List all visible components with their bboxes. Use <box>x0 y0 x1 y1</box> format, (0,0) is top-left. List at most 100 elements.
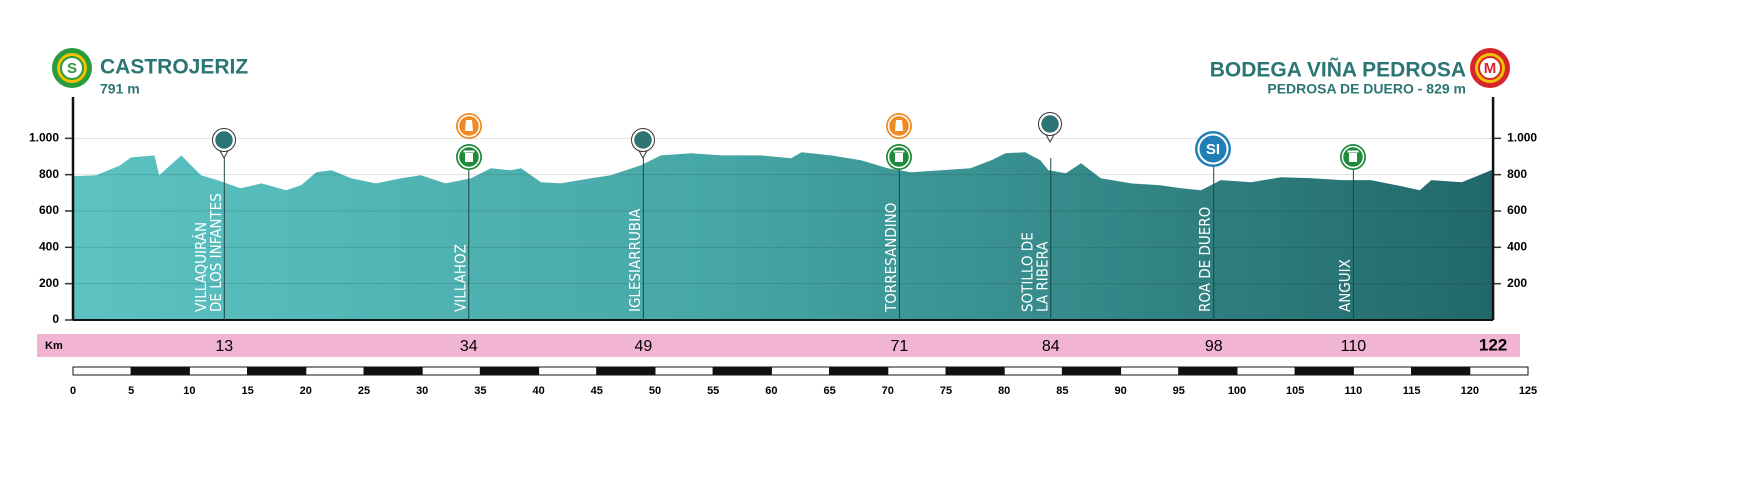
climb-pin <box>212 128 236 160</box>
x-tick-label: 45 <box>591 385 603 397</box>
y-tick-label: 200 <box>39 276 59 290</box>
sprint-icon: SI <box>1195 131 1231 167</box>
scale-segment <box>1061 366 1122 376</box>
x-tick-label: 115 <box>1403 385 1421 397</box>
scale-segment <box>1236 366 1296 376</box>
scale-segment <box>596 366 656 376</box>
scale-segment <box>829 366 889 376</box>
y2-tick-label: 200 <box>1507 276 1527 290</box>
start-badge-letter: S <box>67 60 77 77</box>
finish-badge: M <box>1470 48 1510 88</box>
scale-segment <box>188 366 249 376</box>
x-tick-label: 5 <box>128 385 134 397</box>
x-tick-label: 55 <box>707 385 719 397</box>
climb-pin <box>1038 112 1062 144</box>
scale-segment <box>712 366 772 376</box>
y-tick-label: 600 <box>39 203 59 217</box>
start-name: CASTROJERIZ <box>100 56 248 79</box>
finish-km: 122 <box>1479 335 1507 354</box>
finish-badge-letter: M <box>1484 60 1497 77</box>
x-tick-label: 95 <box>1173 385 1185 397</box>
x-tick-label: 25 <box>358 385 370 397</box>
elevation-area <box>73 152 1494 320</box>
waste-zone-icon <box>1340 144 1366 170</box>
town-name: LA RIBERA <box>1033 241 1051 312</box>
scale-segment <box>479 366 540 376</box>
y-tick-label: 1.000 <box>29 131 59 145</box>
town-km: 34 <box>460 338 478 355</box>
scale-segment <box>421 366 481 376</box>
x-tick-label: 125 <box>1519 385 1537 397</box>
scale-segment <box>305 366 365 376</box>
town-km: 98 <box>1205 338 1223 355</box>
x-tick-label: 70 <box>882 385 894 397</box>
scale-segment <box>1003 366 1063 376</box>
waste-zone-icon <box>886 144 912 170</box>
x-tick-label: 105 <box>1286 385 1304 397</box>
scale-segment <box>130 366 190 376</box>
scale-segment <box>72 366 132 376</box>
town-name: ANGUIX <box>1336 259 1354 312</box>
x-tick-label: 65 <box>823 385 835 397</box>
x-tick-label: 60 <box>765 385 777 397</box>
sprint-label: SI <box>1206 141 1220 158</box>
town-km: 110 <box>1341 338 1367 355</box>
town-name: VILLAHOZ <box>451 244 469 312</box>
x-tick-label: 90 <box>1114 385 1126 397</box>
x-tick-label: 100 <box>1228 385 1246 397</box>
scale-segment <box>247 366 307 376</box>
scale-segment <box>945 366 1005 376</box>
start-altitude: 791 m <box>100 81 140 97</box>
x-tick-label: 40 <box>532 385 544 397</box>
x-tick-label: 15 <box>241 385 253 397</box>
x-tick-label: 10 <box>183 385 195 397</box>
x-tick-label: 0 <box>70 385 76 397</box>
scale-segment <box>363 366 423 376</box>
scale-segment <box>1352 366 1413 376</box>
town-km: 71 <box>891 338 909 355</box>
x-tick-label: 80 <box>998 385 1010 397</box>
town-name: DE LOS INFANTES <box>207 193 225 312</box>
scale-segment <box>1294 366 1354 376</box>
x-tick-label: 85 <box>1056 385 1068 397</box>
town-name: VILLAQUIRÁN <box>191 222 210 312</box>
scale-segment <box>1120 366 1180 376</box>
feed-zone-icon <box>456 113 482 139</box>
climb-pin <box>631 128 655 160</box>
y2-tick-label: 1.000 <box>1507 131 1537 145</box>
y2-tick-label: 800 <box>1507 167 1527 181</box>
finish-name: BODEGA VIÑA PEDROSA <box>1210 59 1466 82</box>
town-km: 13 <box>215 338 233 355</box>
y2-tick-label: 600 <box>1507 203 1527 217</box>
x-tick-label: 50 <box>649 385 661 397</box>
scale-segment <box>770 366 831 376</box>
town-name: SOTILLO DE <box>1018 232 1036 312</box>
km-band-label: Km <box>45 340 63 352</box>
scale-segment <box>1469 366 1529 376</box>
scale-segment <box>1178 366 1238 376</box>
town-name: IGLESIARRUBIA <box>626 208 644 312</box>
scale-segment <box>1411 366 1471 376</box>
scale-segment <box>538 366 598 376</box>
x-tick-label: 75 <box>940 385 952 397</box>
scale-segment <box>654 366 714 376</box>
y-tick-label: 800 <box>39 167 59 181</box>
town-name: TORRESANDINO <box>882 203 900 313</box>
waste-zone-icon <box>456 144 482 170</box>
x-tick-label: 35 <box>474 385 486 397</box>
town-name: ROA DE DUERO <box>1196 207 1214 312</box>
x-tick-label: 30 <box>416 385 428 397</box>
y-tick-label: 0 <box>52 312 59 326</box>
km-band <box>37 334 1520 357</box>
y2-tick-label: 400 <box>1507 240 1527 254</box>
x-tick-label: 120 <box>1461 385 1479 397</box>
start-badge: S <box>52 48 92 88</box>
finish-subtitle: PEDROSA DE DUERO - 829 m <box>1267 81 1466 97</box>
town-km: 49 <box>634 338 652 355</box>
town-km: 84 <box>1042 338 1060 355</box>
x-tick-label: 20 <box>300 385 312 397</box>
y-tick-label: 400 <box>39 240 59 254</box>
x-tick-label: 110 <box>1345 385 1363 397</box>
feed-zone-icon <box>886 113 912 139</box>
